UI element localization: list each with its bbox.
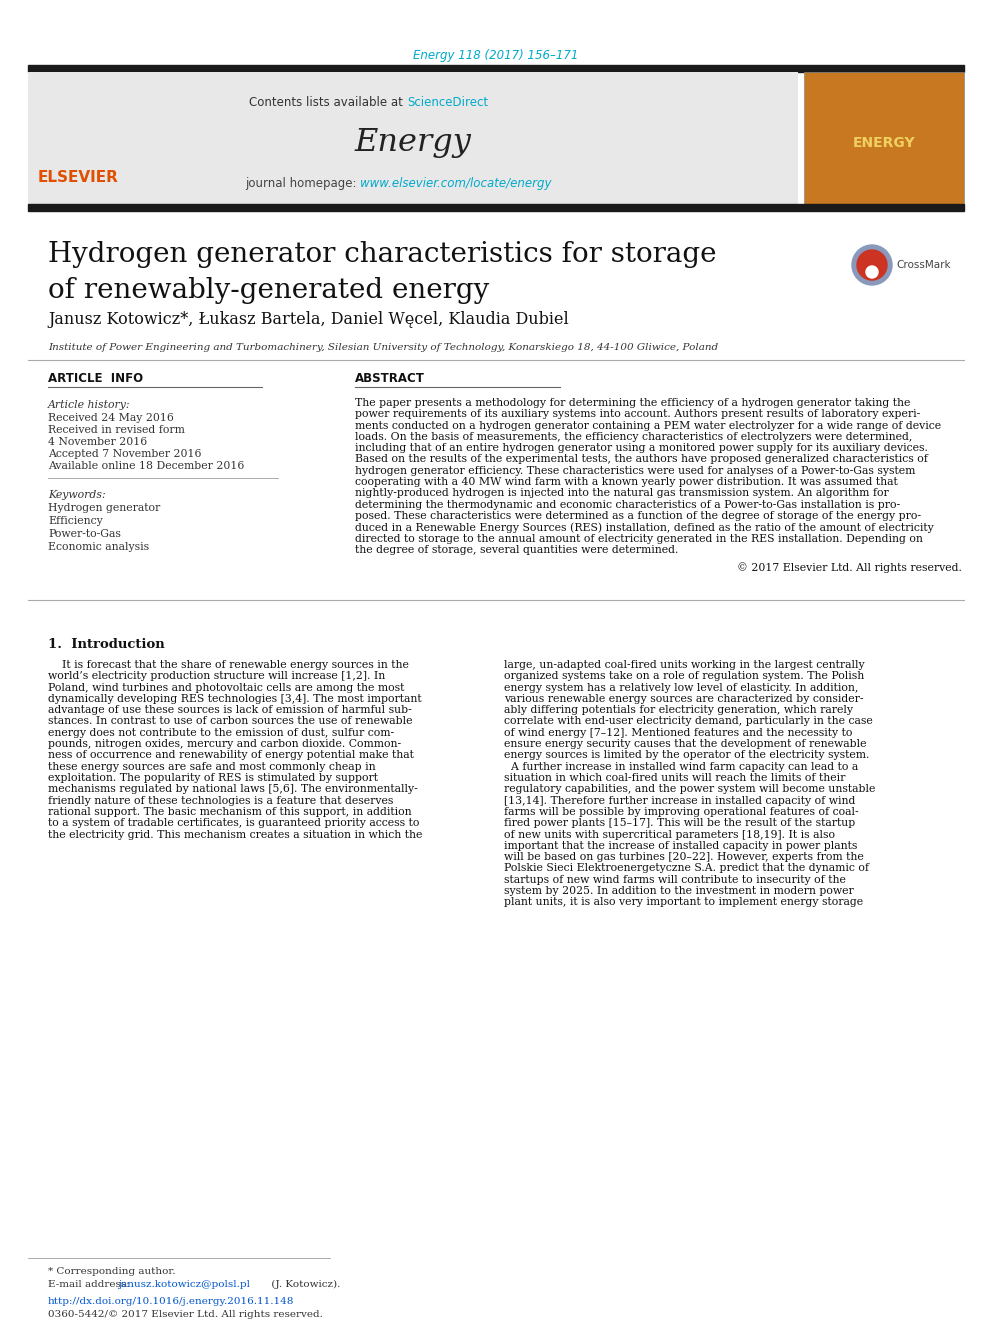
- Text: including that of an entire hydrogen generator using a monitored power supply fo: including that of an entire hydrogen gen…: [355, 443, 928, 454]
- Text: fired power plants [15–17]. This will be the result of the startup: fired power plants [15–17]. This will be…: [504, 818, 855, 828]
- Text: ELSEVIER: ELSEVIER: [38, 171, 118, 185]
- Circle shape: [866, 266, 878, 278]
- Text: duced in a Renewable Energy Sources (RES) installation, defined as the ratio of : duced in a Renewable Energy Sources (RES…: [355, 523, 933, 533]
- Text: Energy: Energy: [354, 127, 471, 159]
- Text: Contents lists available at: Contents lists available at: [249, 97, 407, 110]
- Bar: [804, 71, 964, 205]
- Text: farms will be possible by improving operational features of coal-: farms will be possible by improving oper…: [504, 807, 859, 816]
- Text: system by 2025. In addition to the investment in modern power: system by 2025. In addition to the inves…: [504, 886, 854, 896]
- Text: determining the thermodynamic and economic characteristics of a Power-to-Gas ins: determining the thermodynamic and econom…: [355, 500, 900, 509]
- Text: Janusz Kotowicz*, Łukasz Bartela, Daniel Węcel, Klaudia Dubiel: Janusz Kotowicz*, Łukasz Bartela, Daniel…: [48, 311, 568, 328]
- Text: Article history:: Article history:: [48, 400, 131, 410]
- Text: energy system has a relatively low level of elasticity. In addition,: energy system has a relatively low level…: [504, 683, 858, 693]
- Text: will be based on gas turbines [20–22]. However, experts from the: will be based on gas turbines [20–22]. H…: [504, 852, 864, 863]
- Text: ARTICLE  INFO: ARTICLE INFO: [48, 372, 143, 385]
- Text: friendly nature of these technologies is a feature that deserves: friendly nature of these technologies is…: [48, 795, 394, 806]
- Text: the electricity grid. This mechanism creates a situation in which the: the electricity grid. This mechanism cre…: [48, 830, 423, 840]
- Text: 0360-5442/© 2017 Elsevier Ltd. All rights reserved.: 0360-5442/© 2017 Elsevier Ltd. All right…: [48, 1310, 322, 1319]
- Text: startups of new wind farms will contribute to insecurity of the: startups of new wind farms will contribu…: [504, 875, 846, 885]
- Text: Hydrogen generator: Hydrogen generator: [48, 503, 161, 513]
- Circle shape: [857, 250, 887, 280]
- Text: ably differing potentials for electricity generation, which rarely: ably differing potentials for electricit…: [504, 705, 853, 716]
- Text: www.elsevier.com/locate/energy: www.elsevier.com/locate/energy: [360, 176, 552, 189]
- Text: ScienceDirect: ScienceDirect: [407, 97, 488, 110]
- Text: nightly-produced hydrogen is injected into the natural gas transmission system. : nightly-produced hydrogen is injected in…: [355, 488, 889, 499]
- Text: ensure energy security causes that the development of renewable: ensure energy security causes that the d…: [504, 740, 866, 749]
- Text: journal homepage:: journal homepage:: [245, 176, 360, 189]
- Text: energy sources is limited by the operator of the electricity system.: energy sources is limited by the operato…: [504, 750, 869, 761]
- Bar: [28, 204, 964, 210]
- Text: http://dx.doi.org/10.1016/j.energy.2016.11.148: http://dx.doi.org/10.1016/j.energy.2016.…: [48, 1297, 295, 1306]
- Text: 1.  Introduction: 1. Introduction: [48, 638, 165, 651]
- Text: ABSTRACT: ABSTRACT: [355, 372, 425, 385]
- Text: to a system of tradable certificates, is guaranteed priority access to: to a system of tradable certificates, is…: [48, 818, 420, 828]
- Text: exploitation. The popularity of RES is stimulated by support: exploitation. The popularity of RES is s…: [48, 773, 378, 783]
- Text: large, un-adapted coal-fired units working in the largest centrally: large, un-adapted coal-fired units worki…: [504, 660, 865, 669]
- Text: Received in revised form: Received in revised form: [48, 425, 185, 435]
- Text: stances. In contrast to use of carbon sources the use of renewable: stances. In contrast to use of carbon so…: [48, 717, 413, 726]
- Text: It is forecast that the share of renewable energy sources in the: It is forecast that the share of renewab…: [48, 660, 409, 669]
- Text: © 2017 Elsevier Ltd. All rights reserved.: © 2017 Elsevier Ltd. All rights reserved…: [737, 562, 962, 573]
- Text: ness of occurrence and renewability of energy potential make that: ness of occurrence and renewability of e…: [48, 750, 414, 761]
- Text: Energy 118 (2017) 156–171: Energy 118 (2017) 156–171: [414, 49, 578, 61]
- Text: Keywords:: Keywords:: [48, 490, 105, 500]
- Text: important that the increase of installed capacity in power plants: important that the increase of installed…: [504, 841, 857, 851]
- Bar: [28, 65, 964, 71]
- Text: A further increase in installed wind farm capacity can lead to a: A further increase in installed wind far…: [504, 762, 858, 771]
- Text: Accepted 7 November 2016: Accepted 7 November 2016: [48, 448, 201, 459]
- Text: of new units with supercritical parameters [18,19]. It is also: of new units with supercritical paramete…: [504, 830, 835, 840]
- Text: ments conducted on a hydrogen generator containing a PEM water electrolyzer for : ments conducted on a hydrogen generator …: [355, 421, 941, 430]
- Text: directed to storage to the annual amount of electricity generated in the RES ins: directed to storage to the annual amount…: [355, 533, 923, 544]
- Text: Economic analysis: Economic analysis: [48, 542, 149, 552]
- Text: of wind energy [7–12]. Mentioned features and the necessity to: of wind energy [7–12]. Mentioned feature…: [504, 728, 852, 738]
- Text: cooperating with a 40 MW wind farm with a known yearly power distribution. It wa: cooperating with a 40 MW wind farm with …: [355, 478, 898, 487]
- Text: Received 24 May 2016: Received 24 May 2016: [48, 413, 174, 423]
- Text: of renewably-generated energy: of renewably-generated energy: [48, 277, 489, 303]
- Text: power requirements of its auxiliary systems into account. Authors present result: power requirements of its auxiliary syst…: [355, 409, 921, 419]
- Text: mechanisms regulated by national laws [5,6]. The environmentally-: mechanisms regulated by national laws [5…: [48, 785, 418, 794]
- Text: ENERGY: ENERGY: [853, 136, 916, 149]
- Text: CrossMark: CrossMark: [896, 261, 950, 270]
- Text: plant units, it is also very important to implement energy storage: plant units, it is also very important t…: [504, 897, 863, 908]
- Text: advantage of use these sources is lack of emission of harmful sub-: advantage of use these sources is lack o…: [48, 705, 412, 716]
- Text: Efficiency: Efficiency: [48, 516, 103, 527]
- Text: regulatory capabilities, and the power system will become unstable: regulatory capabilities, and the power s…: [504, 785, 875, 794]
- Text: rational support. The basic mechanism of this support, in addition: rational support. The basic mechanism of…: [48, 807, 412, 816]
- Text: pounds, nitrogen oxides, mercury and carbon dioxide. Common-: pounds, nitrogen oxides, mercury and car…: [48, 740, 401, 749]
- Circle shape: [852, 245, 892, 284]
- Text: Poland, wind turbines and photovoltaic cells are among the most: Poland, wind turbines and photovoltaic c…: [48, 683, 405, 693]
- Text: 4 November 2016: 4 November 2016: [48, 437, 147, 447]
- Text: energy does not contribute to the emission of dust, sulfur com-: energy does not contribute to the emissi…: [48, 728, 394, 738]
- Text: world’s electricity production structure will increase [1,2]. In: world’s electricity production structure…: [48, 671, 385, 681]
- Text: [13,14]. Therefore further increase in installed capacity of wind: [13,14]. Therefore further increase in i…: [504, 795, 855, 806]
- Text: hydrogen generator efficiency. These characteristics were used for analyses of a: hydrogen generator efficiency. These cha…: [355, 466, 916, 476]
- Text: correlate with end-user electricity demand, particularly in the case: correlate with end-user electricity dema…: [504, 717, 873, 726]
- Text: Available online 18 December 2016: Available online 18 December 2016: [48, 460, 244, 471]
- Text: (J. Kotowicz).: (J. Kotowicz).: [268, 1279, 340, 1289]
- Text: dynamically developing RES technologies [3,4]. The most important: dynamically developing RES technologies …: [48, 693, 422, 704]
- Text: E-mail address:: E-mail address:: [48, 1279, 133, 1289]
- Text: janusz.kotowicz@polsl.pl: janusz.kotowicz@polsl.pl: [118, 1279, 250, 1289]
- Text: these energy sources are safe and most commonly cheap in: these energy sources are safe and most c…: [48, 762, 376, 771]
- Text: situation in which coal-fired units will reach the limits of their: situation in which coal-fired units will…: [504, 773, 845, 783]
- Bar: [28, 71, 798, 205]
- Text: organized systems take on a role of regulation system. The Polish: organized systems take on a role of regu…: [504, 671, 864, 681]
- Text: The paper presents a methodology for determining the efficiency of a hydrogen ge: The paper presents a methodology for det…: [355, 398, 911, 407]
- Text: Based on the results of the experimental tests, the authors have proposed genera: Based on the results of the experimental…: [355, 455, 928, 464]
- Text: various renewable energy sources are characterized by consider-: various renewable energy sources are cha…: [504, 693, 863, 704]
- Text: Polskie Sieci Elektroenergetyczne S.A. predict that the dynamic of: Polskie Sieci Elektroenergetyczne S.A. p…: [504, 864, 869, 873]
- Text: Power-to-Gas: Power-to-Gas: [48, 529, 121, 538]
- Text: the degree of storage, several quantities were determined.: the degree of storage, several quantitie…: [355, 545, 679, 554]
- Text: * Corresponding author.: * Corresponding author.: [48, 1267, 176, 1275]
- Text: loads. On the basis of measurements, the efficiency characteristics of electroly: loads. On the basis of measurements, the…: [355, 431, 913, 442]
- Text: Institute of Power Engineering and Turbomachinery, Silesian University of Techno: Institute of Power Engineering and Turbo…: [48, 343, 718, 352]
- Text: posed. These characteristics were determined as a function of the degree of stor: posed. These characteristics were determ…: [355, 511, 921, 521]
- Text: Hydrogen generator characteristics for storage: Hydrogen generator characteristics for s…: [48, 242, 716, 269]
